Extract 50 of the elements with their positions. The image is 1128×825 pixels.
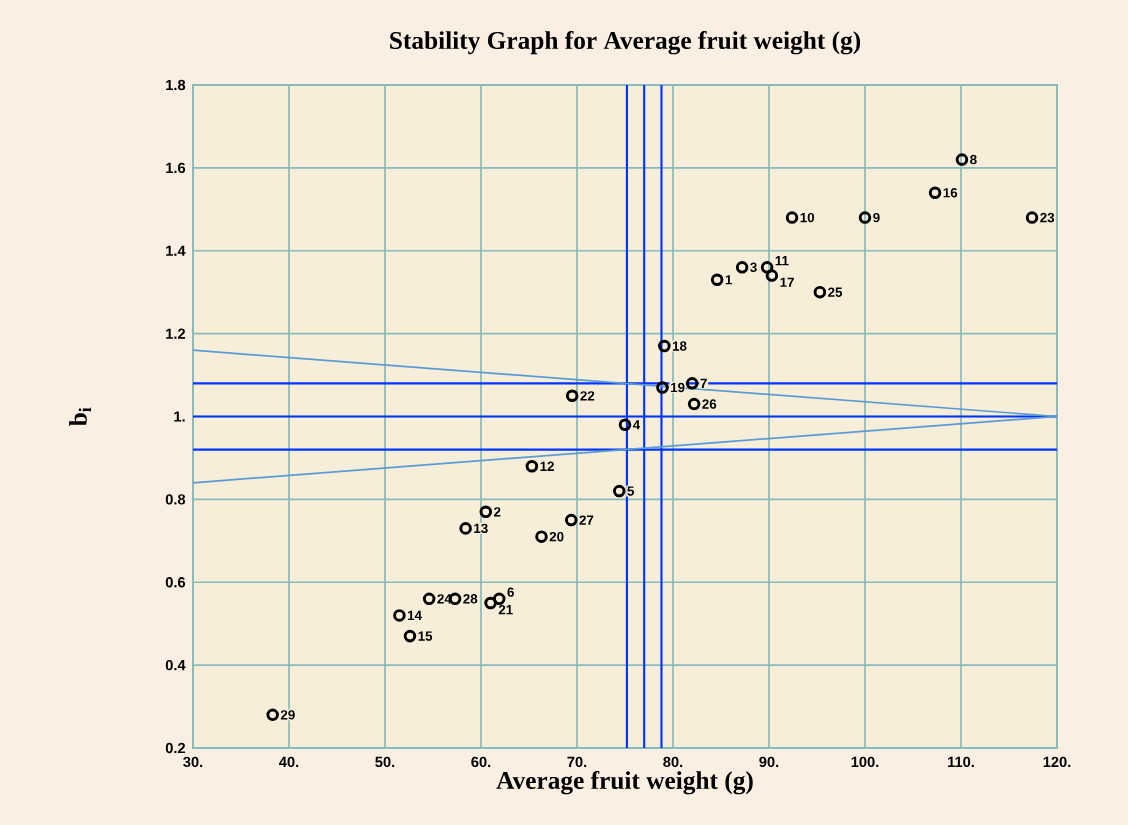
y-tick-label: 0.8	[165, 494, 186, 505]
annotation: 13	[474, 523, 488, 534]
annotation: 8	[970, 154, 977, 165]
annotation: 28	[463, 594, 478, 604]
y-axis-title: b$_{i}$	[69, 407, 91, 427]
annotation: 16	[943, 188, 958, 198]
x-tick-label: 70.	[567, 756, 587, 768]
y-tick-label: 1.8	[166, 79, 186, 91]
annotation: 22	[580, 391, 595, 401]
annotation: 10	[800, 212, 815, 223]
y-tick-label: 0.6	[165, 577, 186, 588]
y-tick-label: 1.4	[166, 245, 186, 256]
annotation: 23	[1040, 212, 1055, 223]
annotation: 5	[627, 486, 635, 496]
y-tick-label: 1.6	[166, 162, 186, 174]
annotation: 4	[632, 420, 641, 430]
annotation: 17	[780, 277, 794, 287]
annotation: 6	[507, 587, 514, 597]
x-tick-label: 40.	[279, 756, 299, 768]
y-tick-label: 1.2	[166, 328, 186, 339]
y-tick-label: 0.4	[165, 659, 186, 671]
annotation: 20	[549, 531, 564, 542]
x-tick-label: 30.	[183, 756, 203, 768]
annotation: 3	[750, 262, 757, 273]
x-axis-title: Average fruit weight (g)	[496, 770, 753, 795]
annotation: 14	[407, 610, 422, 620]
annotation: 2	[493, 507, 501, 517]
x-tick-label: 60.	[471, 756, 491, 768]
x-tick-label: 80.	[663, 756, 683, 768]
annotation: 7	[700, 378, 707, 388]
x-tick-label: 90.	[759, 756, 779, 768]
x-tick-label: 50.	[375, 756, 395, 768]
x-tick-label: 120.	[1043, 756, 1071, 768]
annotation: 11	[775, 256, 789, 266]
annotation: 29	[280, 710, 295, 720]
y-tick-label: 0.2	[165, 742, 186, 754]
annotation: 15	[418, 631, 433, 641]
annotation: 1	[725, 275, 732, 285]
annotation: 18	[672, 341, 687, 351]
annotation: 9	[873, 212, 880, 223]
annotation: 19	[671, 382, 685, 393]
chart-title: Stability Graph for Average fruit weight (g)	[390, 30, 861, 55]
y-tick-label: 1.	[174, 411, 185, 422]
x-tick-label: 100.	[851, 756, 879, 768]
annotation: 25	[828, 287, 843, 297]
x-tick-label: 110.	[948, 756, 974, 768]
annotation: 21	[498, 604, 513, 615]
annotation: 27	[579, 515, 594, 525]
annotation: 12	[540, 461, 554, 471]
annotation: 26	[702, 399, 717, 409]
